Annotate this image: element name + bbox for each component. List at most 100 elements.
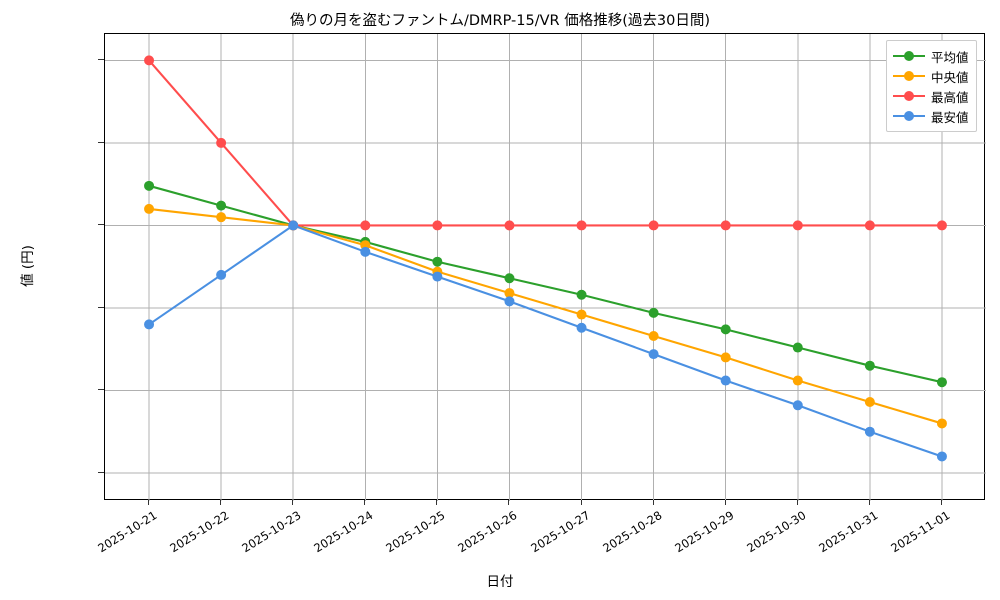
data-point [360,246,371,257]
data-point [936,220,947,231]
data-point [576,289,587,300]
data-point [864,220,875,231]
x-tick-label: 2025-10-29 [672,508,737,556]
data-point [504,288,515,299]
plot-area [104,33,986,501]
x-tick-mark [652,500,654,505]
chart-legend: 平均値中央値最高値最安値 [886,40,977,132]
data-point [360,220,371,231]
legend-item-3[interactable]: 最高値 [893,86,969,106]
x-axis-label: 日付 [486,574,514,590]
y-axis-label: 値 (円) [20,245,36,287]
legend-label: 中央値 [931,69,969,85]
data-point [576,309,587,320]
data-point [432,256,443,267]
legend-item-2[interactable]: 中央値 [893,66,969,86]
data-point [216,269,227,280]
series-line [147,207,944,425]
x-tick-mark [436,500,438,505]
grid-lines [105,34,986,501]
legend-label: 平均値 [931,49,969,65]
y-tick-mark [98,389,104,391]
data-point [648,349,659,360]
data-point [792,400,803,411]
data-point [720,375,731,386]
chart-title: 偽りの月を盗むファントム/DMRP-15/VR 価格推移(過去30日間) [290,13,710,29]
data-point [792,342,803,353]
legend-swatch-icon [893,89,925,103]
x-tick-mark [868,500,870,505]
data-point [576,322,587,333]
data-point [144,203,155,214]
x-tick-label: 2025-10-22 [167,508,232,556]
series-3 [144,55,947,231]
data-point [720,324,731,335]
data-point [576,220,587,231]
legend-swatch-icon [893,69,925,83]
legend-label: 最高値 [931,89,969,105]
series-2 [144,203,947,429]
x-tick-mark [292,500,294,505]
data-point [504,273,515,284]
y-tick-mark [98,59,104,61]
series-line [147,59,944,227]
data-point [216,212,227,223]
data-point [648,220,659,231]
series-line [147,184,944,384]
x-tick-mark [580,500,582,505]
legend-swatch-icon [893,109,925,123]
x-tick-label: 2025-10-23 [239,508,304,556]
x-tick-label: 2025-10-25 [383,508,448,556]
data-point [864,426,875,437]
data-point [216,200,227,211]
legend-item-1[interactable]: 平均値 [893,46,969,66]
data-point [936,377,947,388]
x-tick-label: 2025-10-28 [599,508,665,556]
data-point [792,220,803,231]
y-tick-mark [98,471,104,473]
x-tick-mark [364,500,366,505]
data-point [216,137,227,148]
data-point [648,307,659,318]
data-point [432,271,443,282]
x-tick-label: 2025-10-21 [95,508,160,556]
x-tick-mark [940,500,942,505]
data-point [288,220,299,231]
data-point [720,352,731,363]
data-point [792,375,803,386]
data-series-layer [144,55,947,462]
series-4 [144,220,947,462]
x-tick-label: 2025-10-24 [311,508,376,556]
legend-item-4[interactable]: 最安値 [893,106,969,126]
x-tick-label: 2025-10-26 [455,508,520,556]
data-point [648,330,659,341]
x-tick-label: 2025-10-31 [816,508,881,556]
series-line [147,224,944,458]
x-tick-label: 2025-11-01 [888,508,953,556]
y-tick-mark [98,141,104,143]
data-point [144,319,155,330]
series-1 [144,180,947,388]
data-point [720,220,731,231]
x-tick-mark [724,500,726,505]
y-tick-mark [98,306,104,308]
legend-label: 最安値 [931,109,969,125]
x-tick-mark [508,500,510,505]
data-point [936,418,947,429]
x-tick-label: 2025-10-27 [527,508,592,556]
legend-swatch-icon [893,49,925,63]
data-point [504,220,515,231]
data-point [504,296,515,307]
data-point [432,220,443,231]
data-point [144,180,155,191]
x-tick-mark [148,500,150,505]
x-tick-label: 2025-10-30 [744,508,809,556]
x-tick-mark [796,500,798,505]
y-tick-mark [98,224,104,226]
data-point [864,396,875,407]
data-point [936,451,947,462]
data-point [864,360,875,371]
data-point [144,55,155,66]
x-tick-mark [220,500,222,505]
